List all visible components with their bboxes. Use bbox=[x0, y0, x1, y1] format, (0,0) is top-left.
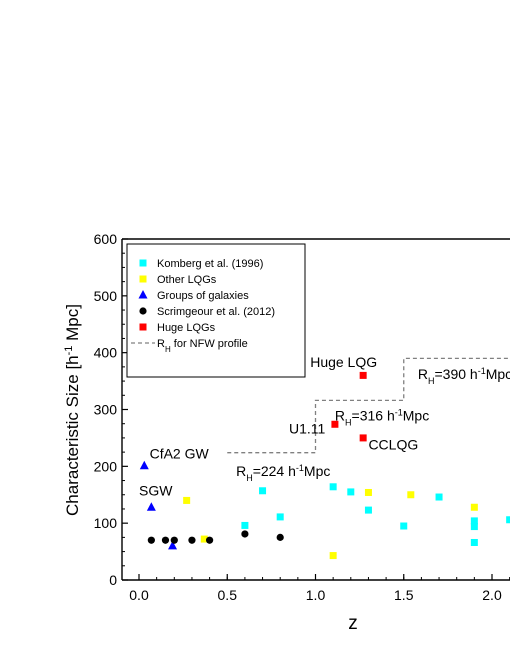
data-point bbox=[329, 483, 337, 491]
annotation: RH=390 h-1Mpc bbox=[418, 366, 510, 386]
data-point bbox=[183, 496, 191, 504]
data-point bbox=[407, 491, 415, 499]
data-point bbox=[506, 516, 510, 524]
y-tick-label: 100 bbox=[94, 515, 118, 531]
x-tick-label: 1.0 bbox=[306, 587, 326, 603]
legend-label: Other LQGs bbox=[157, 274, 217, 286]
data-point bbox=[147, 536, 155, 544]
legend-label: Huge LQGs bbox=[157, 322, 216, 334]
data-point bbox=[470, 538, 478, 546]
x-tick-label: 1.5 bbox=[394, 587, 414, 603]
data-point bbox=[400, 522, 408, 530]
legend-swatch bbox=[138, 290, 148, 299]
x-tick-label: 0.5 bbox=[218, 587, 238, 603]
annotation: RH=316 h-1Mpc bbox=[335, 407, 429, 427]
data-point bbox=[188, 536, 196, 544]
data-point bbox=[276, 533, 284, 541]
x-tick-label: 2.0 bbox=[482, 587, 502, 603]
data-point bbox=[259, 487, 267, 495]
data-point bbox=[331, 420, 339, 428]
legend-swatch bbox=[139, 323, 147, 331]
legend-swatch bbox=[139, 307, 147, 315]
data-point bbox=[168, 540, 178, 550]
axes: 0 100 200 300 400 500 600 0.0 0.5 1.0 1.5 2.0 bbox=[94, 231, 510, 603]
legend-swatch bbox=[139, 275, 147, 283]
data-point bbox=[359, 371, 367, 379]
data-point bbox=[359, 434, 367, 442]
x-axis-label: z bbox=[348, 613, 358, 634]
y-tick-label: 500 bbox=[94, 288, 118, 304]
annotations: CfA2 GW SGW Huge LQG U1.11 CCLQG RH=224 h-1Mp… bbox=[139, 354, 510, 498]
data-point bbox=[241, 521, 249, 529]
data-point bbox=[364, 506, 372, 514]
x-tick-label: 0.0 bbox=[129, 587, 149, 603]
annotation: CCLQG bbox=[368, 436, 418, 452]
data-point bbox=[241, 530, 249, 538]
data-point bbox=[139, 460, 149, 470]
data-point bbox=[161, 536, 170, 544]
legend-label: RH for NFW profile bbox=[157, 338, 248, 354]
y-axis-label: Characteristic Size [h-1 Mpc] bbox=[63, 304, 82, 516]
data-point bbox=[206, 536, 214, 544]
legend-swatch bbox=[139, 259, 147, 267]
annotation: Huge LQG bbox=[310, 354, 377, 370]
data-point bbox=[170, 536, 178, 544]
data-point bbox=[200, 535, 208, 543]
data-point bbox=[470, 503, 478, 511]
annotation: CfA2 GW bbox=[150, 445, 210, 461]
data-point bbox=[435, 493, 443, 501]
nfw-step-path bbox=[227, 357, 510, 454]
data-point bbox=[276, 513, 284, 521]
data-point bbox=[146, 502, 156, 511]
data-point bbox=[470, 523, 478, 531]
data-point bbox=[364, 488, 372, 496]
data-point bbox=[347, 488, 355, 496]
data-point bbox=[329, 552, 337, 560]
legend-label: Komberg et al. (1996) bbox=[157, 258, 263, 270]
y-tick-label: 600 bbox=[94, 231, 118, 247]
y-tick-label: 0 bbox=[109, 572, 117, 588]
annotation: SGW bbox=[139, 482, 173, 498]
y-tick-label: 200 bbox=[94, 458, 118, 474]
annotation: RH=224 h-1Mpc bbox=[236, 463, 330, 483]
legend-label: Groups of galaxies bbox=[157, 290, 249, 302]
y-tick-label: 300 bbox=[94, 402, 118, 418]
annotation: U1.11 bbox=[289, 420, 326, 436]
legend-box bbox=[126, 243, 306, 378]
nfw-step-line bbox=[227, 357, 510, 454]
legend-label: Scrimgeour et al. (2012) bbox=[157, 306, 275, 318]
data-points bbox=[139, 371, 510, 560]
legend: Komberg et al. (1996) Other LQGs Groups of… bbox=[126, 243, 306, 378]
y-tick-label: 400 bbox=[94, 345, 118, 361]
data-point bbox=[470, 517, 478, 525]
